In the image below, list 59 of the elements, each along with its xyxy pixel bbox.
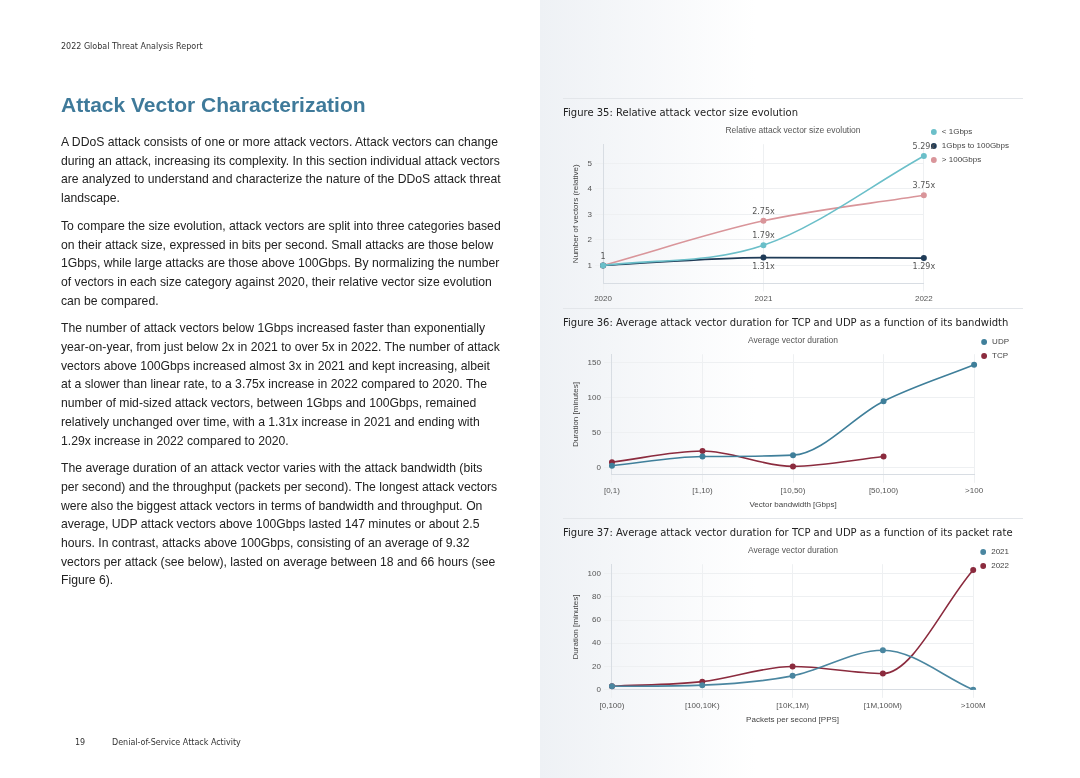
data-label: 1.79x (752, 231, 775, 241)
y-axis-title: Duration [minutes] (571, 594, 580, 660)
y-axis-title: Number of vectors (relative) (571, 164, 580, 264)
text: Denial-of-Service Attack Activity (112, 738, 241, 747)
x-tick-label: >100 (965, 485, 984, 495)
x-tick-label: [10,50) (780, 485, 806, 495)
text: 2022 Global Threat Analysis Report (61, 42, 203, 51)
y-tick-label: 1 (587, 260, 593, 270)
legend-label: 2022 (991, 561, 1010, 571)
x-tick-label: 2020 (594, 294, 613, 304)
legend-label: > 100Gbps (941, 155, 982, 165)
y-tick-label: 5 (587, 158, 593, 168)
y-tick-label: 100 (587, 568, 602, 578)
y-tick-label: 40 (592, 638, 602, 648)
x-tick-label: 2022 (914, 294, 934, 304)
x-tick-label: [100,10K) (684, 700, 720, 710)
data-label: 1.31x (752, 261, 775, 271)
data-label: 1.29x (912, 262, 936, 272)
y-tick-label: 2 (587, 235, 593, 245)
text: 19 (75, 738, 86, 747)
data-label: 3.75x (912, 181, 936, 191)
x-tick-label: 2021 (754, 294, 773, 304)
text: Attack Vector Characterization (61, 93, 366, 117)
legend-label: 1Gbps to 100Gbps (941, 141, 1009, 151)
chart-title: Figure 37: Average attack vector duration for TCP and UDP as a function of its packet rate (563, 527, 1014, 538)
y-tick-label: 20 (592, 661, 602, 671)
y-tick-label: 0 (596, 462, 602, 472)
legend-label: < 1Gbps (941, 127, 973, 137)
y-tick-label: 100 (587, 392, 602, 402)
data-label: 2.75x (752, 206, 775, 216)
x-tick-label: [50,100) (868, 485, 899, 495)
y-tick-label: 60 (592, 615, 602, 625)
legend-label: TCP (992, 351, 1009, 361)
chart-subtitle: Average vector duration (747, 545, 839, 556)
legend-label: UDP (992, 337, 1009, 347)
y-tick-label: 150 (587, 357, 602, 367)
chart-title: Figure 35: Relative attack vector size evolution (563, 107, 799, 118)
x-tick-label: [1M,100M) (863, 700, 903, 710)
y-tick-label: 50 (592, 427, 602, 437)
y-tick-label: 4 (587, 184, 593, 194)
text: A DDoS attack consists of one or more attack vectors. Attack vectors can change during an attack, increasing its complexity. In this section individual attack vectors are analyzed to understand and characterize the nature of the DDoS attack threat landscape. (61, 134, 501, 208)
x-tick-label: [10K,1M) (776, 700, 810, 710)
text: The number of attack vectors below 1Gbps increased faster than exponentially year-on-year, from just below 2x in 2021 to over 5x in 2022. The number of attack vectors above 100Gbps increased almost 3x in 2021 and kept increasing, albeit at a slower than linear rate, to a 3.75x increase in 2022 compared to 2020. The number of mid-sized attack vectors, between 1Gbps and 100Gbps, remained relatively unchanged over time, with a 1.31x increase in 2021 and ending with 1.29x increase in 2022 compared to 2020. (61, 320, 501, 450)
chart-subtitle: Relative attack vector size evolution (725, 125, 861, 136)
text: The average duration of an attack vector varies with the attack bandwidth (bits per second) and the throughput (packets per second). The longest attack vectors were also the biggest attack vectors in terms of bandwidth and throughput. On average, UDP attack vectors above 100Gbps lasted 147 minutes or about 2.5 hours. In contrast, attacks above 100Gbps, consisting of an average of 9.32 vectors per attack (see below), lasted on average between 18 and 66 hours (see Figure 6). (61, 460, 499, 590)
y-tick-label: 3 (587, 209, 593, 219)
y-tick-label: 0 (596, 685, 602, 694)
y-tick-label: 80 (592, 591, 602, 601)
chart-subtitle: Average vector duration (747, 335, 839, 346)
chart-title: Figure 36: Average attack vector duration for TCP and UDP as a function of its bandwidth (563, 317, 1010, 328)
y-axis-title: Duration [minutes] (571, 382, 580, 447)
x-axis-title: Vector bandwidth [Gbps] (749, 500, 837, 510)
text: To compare the size evolution, attack vectors are split into three categories based on their attack size, expressed in bits per second. Small attacks are those below 1Gbps, while large attacks are those above 100Gbps. By normalizing the number of vectors in each size category against 2020, their relative vector size evolution can be compared. (61, 217, 501, 310)
x-axis-title: Packets per second [PPS] (746, 715, 840, 725)
x-tick-label: [0,100) (599, 700, 625, 710)
x-tick-label: [1,10) (692, 485, 714, 495)
legend-label: 2021 (991, 547, 1010, 557)
x-tick-label: >100M (960, 700, 986, 710)
x-tick-label: [0,1) (603, 485, 621, 495)
